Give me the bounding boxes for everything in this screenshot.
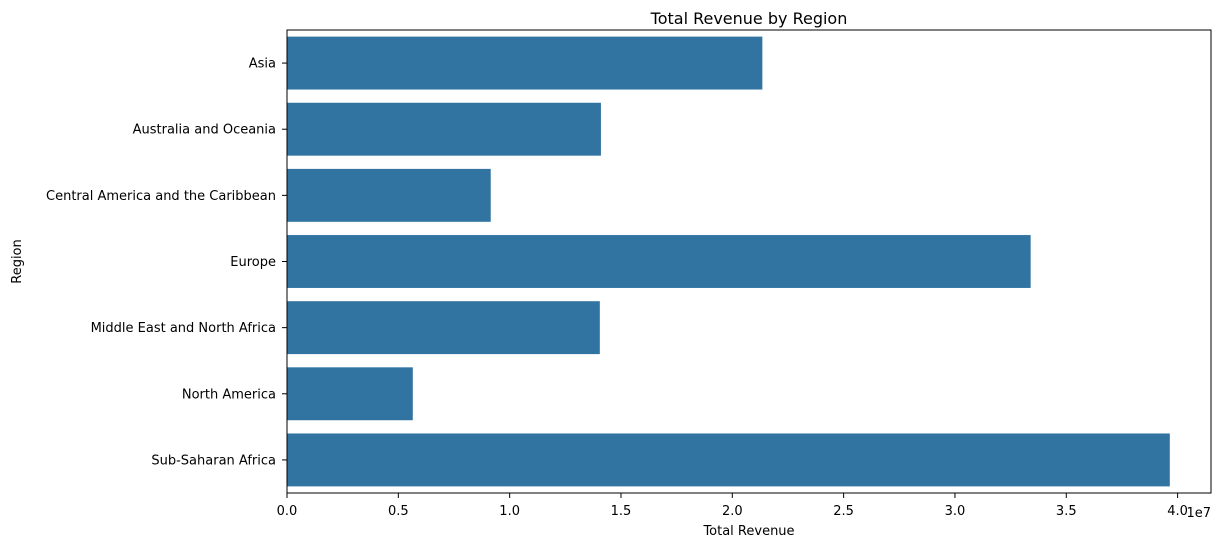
- bars-group: [287, 36, 1170, 487]
- bar-3: [287, 235, 1031, 288]
- x-axis-ticks: 0.0 0.5 1.0 1.5 2.0 2.5 3.0 3.5 4.0: [277, 493, 1188, 519]
- x-tick-label: 1.5: [611, 504, 632, 519]
- x-axis-offset-label: 1e7: [1186, 506, 1211, 521]
- x-tick-label: 2.0: [722, 504, 743, 519]
- x-tick-label: 3.5: [1056, 504, 1077, 519]
- bar-1: [287, 102, 601, 156]
- y-tick-label: Europe: [230, 255, 276, 270]
- x-tick-label: 3.0: [945, 504, 966, 519]
- y-tick-label: Asia: [249, 57, 276, 72]
- bar-4: [287, 301, 600, 355]
- x-tick-label: 0.5: [388, 504, 409, 519]
- y-tick-label: Australia and Oceania: [133, 123, 276, 138]
- y-axis-ticks: Asia Australia and Oceania Central America…: [46, 57, 287, 468]
- y-tick-label: North America: [182, 387, 276, 402]
- bar-5: [287, 367, 413, 421]
- y-axis-label: Region: [10, 239, 25, 284]
- x-tick-label: 0.0: [277, 504, 298, 519]
- plot-frame: [286, 29, 1212, 494]
- y-tick-label: Sub-Saharan Africa: [151, 453, 276, 468]
- bar-2: [287, 168, 491, 222]
- y-tick-label: Middle East and North Africa: [91, 321, 276, 336]
- chart-title: Total Revenue by Region: [650, 9, 848, 28]
- x-tick-label: 4.0: [1167, 504, 1188, 519]
- y-tick-label: Central America and the Caribbean: [46, 189, 276, 204]
- x-tick-label: 2.5: [833, 504, 854, 519]
- x-tick-label: 1.0: [499, 504, 520, 519]
- x-axis-label: Total Revenue: [702, 524, 794, 539]
- bar-0: [287, 36, 763, 90]
- bar-6: [287, 433, 1170, 487]
